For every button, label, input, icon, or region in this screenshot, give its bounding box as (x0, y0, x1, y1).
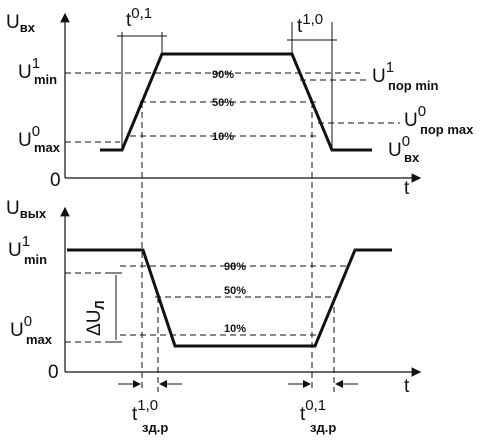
upor-max-label: U0 (404, 103, 426, 131)
bottom-y-label: Uвых (6, 198, 47, 221)
top-umax0-label: U0 (18, 123, 40, 151)
t10-label: t1,0 (297, 11, 323, 37)
uvx0-label: U0 (388, 133, 410, 161)
t01-label: t0,1 (126, 5, 152, 31)
top-pct-50: 50% (212, 97, 234, 109)
bottom-origin: 0 (48, 362, 59, 383)
upor-min-label: U1 (372, 59, 394, 87)
tzd10-sub: зд.р (142, 420, 168, 435)
top-pct-90: 90% (212, 69, 234, 81)
bottom-umax0-sub: max (26, 332, 53, 347)
bottom-umax0-label: U0 (10, 313, 32, 341)
tzd10-label: t1,0 (132, 397, 158, 425)
upor-min-sub: пор min (388, 78, 439, 93)
bottom-pct-90: 90% (224, 261, 246, 273)
tzd01-sub: зд.р (310, 420, 336, 435)
input-signal-panel: Uвх t 0 U1 min U0 max U1 пор min U0 пор … (6, 5, 474, 199)
bottom-umin1-label: U1 (8, 233, 30, 261)
tzd01-label: t0,1 (300, 397, 326, 425)
output-signal-panel: Uвых t 0 U1 min U0 max ΔUЛ 90% 50% 10% t… (6, 102, 422, 435)
bottom-umin1-sub: min (24, 252, 47, 267)
input-waveform (100, 52, 372, 152)
top-umax0-sub: max (34, 140, 61, 155)
top-origin: 0 (50, 170, 61, 191)
top-x-label: t (404, 178, 410, 199)
bottom-x-label: t (404, 376, 410, 397)
uvx0-sub: вх (404, 150, 420, 165)
top-umin1-label: U1 (18, 55, 40, 83)
delta-ul-label: ΔUЛ (84, 300, 107, 336)
upor-max-sub: пор max (420, 122, 474, 137)
output-waveform (67, 248, 392, 348)
bottom-pct-10: 10% (224, 323, 246, 335)
top-y-label: Uвх (6, 12, 36, 35)
top-pct-10: 10% (212, 131, 234, 143)
top-umin1-sub: min (34, 72, 57, 87)
bottom-pct-50: 50% (224, 285, 246, 297)
